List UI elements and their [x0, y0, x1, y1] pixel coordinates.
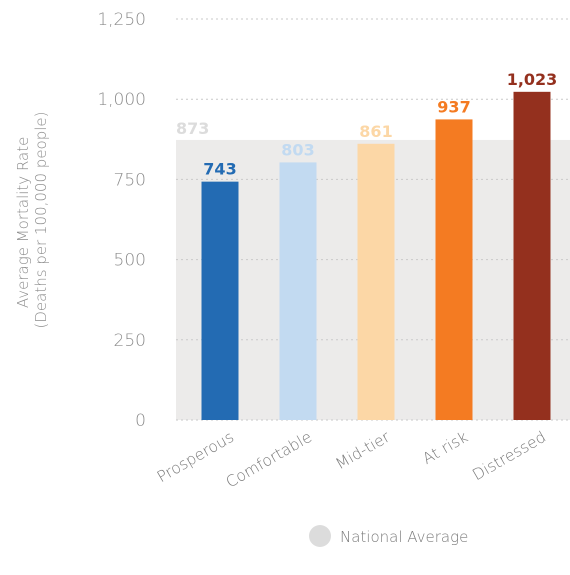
national-average-value-label: 873	[176, 119, 209, 138]
y-tick-label: 0	[135, 411, 146, 431]
y-tick-label: 750	[114, 170, 146, 190]
bar-value-label: 743	[203, 160, 236, 179]
x-tick-label: Mid-tier	[333, 428, 394, 474]
bar-value-label: 937	[437, 97, 470, 116]
bar	[201, 181, 239, 420]
y-tick-label: 1,250	[97, 10, 146, 30]
bar	[513, 91, 551, 421]
bars	[201, 91, 551, 421]
y-axis-title-line-1: Average Mortality Rate	[14, 137, 32, 308]
legend-swatch-national-average	[309, 525, 331, 547]
value-labels: 743 803 861 937 1,023	[203, 70, 557, 179]
bar	[357, 143, 395, 420]
legend-label: National Average	[340, 528, 468, 546]
bar-value-label: 861	[359, 122, 392, 141]
plot-area: 873 743 803 861 937 1,023 0 250 500 750 1,000 1,2…	[97, 10, 570, 491]
y-tick-label: 250	[114, 331, 146, 351]
bar	[279, 162, 317, 421]
x-tick-label: Distressed	[469, 428, 549, 484]
x-tick-label: Comfortable	[223, 428, 315, 492]
bar-value-label: 803	[281, 140, 314, 159]
x-tick-label: At risk	[419, 428, 471, 468]
y-axis-title-line-2: (Deaths per 100,000 people)	[32, 112, 50, 329]
legend: National Average	[309, 525, 468, 547]
y-tick-label: 500	[114, 251, 146, 271]
y-axis-title: Average Mortality Rate (Deaths per 100,0…	[14, 112, 50, 329]
y-tick-label: 1,000	[97, 90, 146, 110]
bar-value-label: 1,023	[507, 70, 558, 89]
bar	[435, 119, 473, 420]
y-axis-ticks: 0 250 500 750 1,000 1,250	[97, 10, 146, 431]
